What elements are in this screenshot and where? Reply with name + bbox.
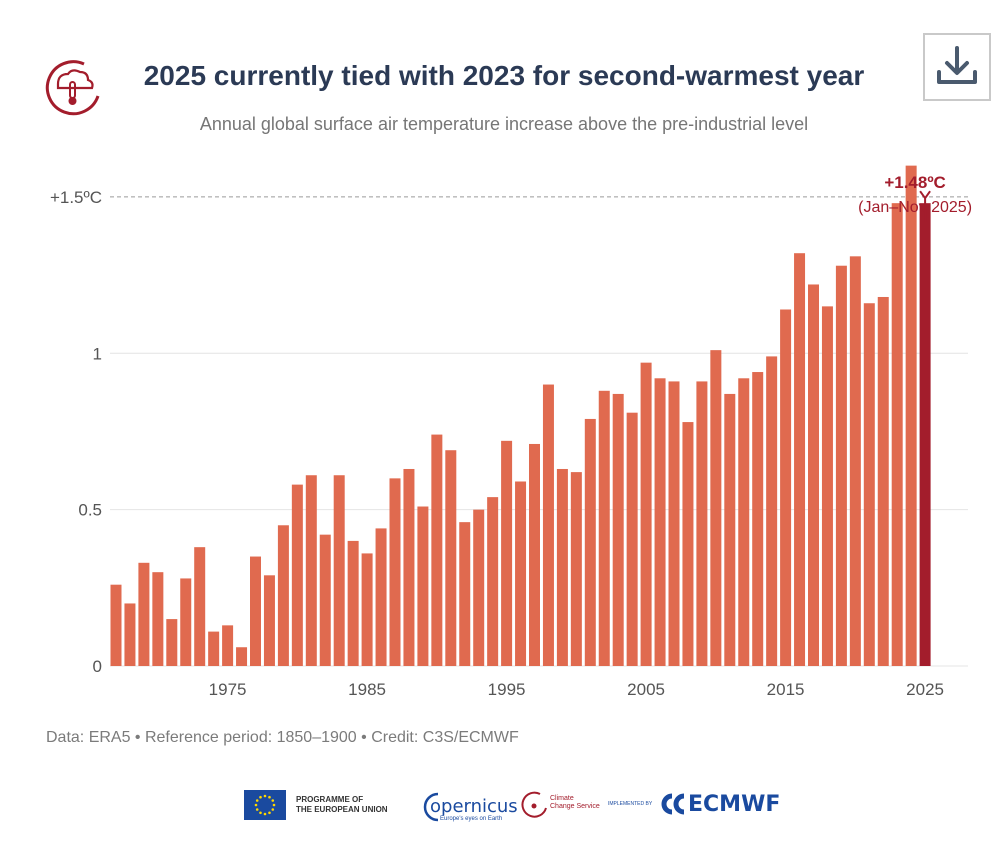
bar [459,522,471,666]
copernicus-logo-icon [423,792,439,822]
bar [417,506,429,666]
bar [794,253,806,666]
bar [570,472,582,666]
bar [752,372,764,666]
bar [710,350,722,666]
bar [319,534,331,666]
bar [626,412,638,666]
bar [124,603,136,666]
annotation-arrow [919,190,931,222]
bar [501,440,513,666]
bar [431,434,443,666]
bar-chart: 0 0.5 1 +1.5ºC 1975 1985 1995 2005 2015 2025 +1.4… [50,165,972,699]
bar [821,306,833,666]
bar [584,418,596,666]
bar [291,484,303,666]
x-tick-label: 2015 [767,680,805,699]
y-tick-label: +1.5ºC [50,188,102,207]
bar [808,284,819,666]
x-tick-label: 2005 [627,680,665,699]
bar [403,468,415,666]
y-tick-label: 1 [93,344,102,363]
bar [110,584,122,666]
bar [612,393,624,666]
bar [905,165,917,667]
x-tick-label: 1975 [209,680,247,699]
eu-line-2: THE EUROPEAN UNION [296,805,388,814]
y-tick-label: 0 [93,657,102,676]
x-tick-label: 1995 [488,680,526,699]
data-credit: Data: ERA5 • Reference period: 1850–1900… [46,729,519,746]
bar [877,296,889,666]
bar [668,381,680,666]
download-icon [937,46,977,84]
bar [138,562,150,666]
bar [361,553,373,666]
ecmwf-mark-icon [661,793,685,815]
c3s-text: Climate Change Service [550,795,600,811]
bar [236,647,248,666]
c3s-line-2: Change Service [550,803,600,810]
bar [598,390,610,666]
bar [529,443,540,666]
bar [863,303,875,666]
bar [682,422,694,666]
bar [696,381,708,666]
bar [640,362,652,666]
bar [263,575,275,666]
bar [724,393,736,666]
bar [780,309,792,666]
ecmwf-name: ECMWF [688,792,781,817]
bar [542,384,554,666]
download-button[interactable] [923,33,991,101]
annotation-note: (Jan–Nov 2025) [858,199,972,216]
bars [110,165,931,667]
eu-flag-icon [244,790,286,820]
bar [208,631,220,666]
bar [556,468,568,666]
chart-title: 2025 currently tied with 2023 for second… [143,60,865,91]
bar [152,572,164,666]
y-tick-label: 0.5 [78,501,102,520]
eu-programme-text: PROGRAMME OF THE EUROPEAN UNION [296,795,388,815]
bar [515,481,527,666]
chart-subtitle: Annual global surface air temperature in… [199,114,809,134]
axis-labels: 0 0.5 1 +1.5ºC 1975 1985 1995 2005 2015 2025 [50,188,944,699]
bar [166,619,178,666]
bar-highlight [919,203,931,666]
bar [222,625,234,666]
bar [194,547,206,666]
bar [389,478,401,666]
bar [347,540,359,666]
bar [891,203,903,666]
bar [180,578,192,666]
bar [305,475,317,666]
implemented-by-text: IMPLEMENTED BY [608,801,653,807]
c3s-logo-icon [45,60,100,116]
bar [654,378,666,666]
c3s-line-1: Climate [550,795,574,802]
bar [333,475,345,666]
annotation: +1.48ºC (Jan–Nov 2025) [858,173,972,222]
partner-logos: PROGRAMME OF THE EUROPEAN UNION opernicu… [0,780,1008,830]
bar [738,378,750,666]
bar [250,556,261,666]
x-tick-label: 1985 [348,680,386,699]
bar [445,450,457,666]
bar [766,356,778,666]
bar [487,497,499,666]
annotation-value: +1.48ºC [884,173,946,192]
bar [277,525,289,666]
copernicus-tagline: Europe's eyes on Earth [440,816,503,822]
copernicus-name: opernicus [430,796,518,817]
bar [473,509,485,666]
x-tick-label: 2025 [906,680,944,699]
bar [835,265,847,666]
bar [375,528,387,666]
bar [849,256,861,666]
c3s-small-logo-icon [521,791,547,818]
eu-line-1: PROGRAMME OF [296,795,364,804]
